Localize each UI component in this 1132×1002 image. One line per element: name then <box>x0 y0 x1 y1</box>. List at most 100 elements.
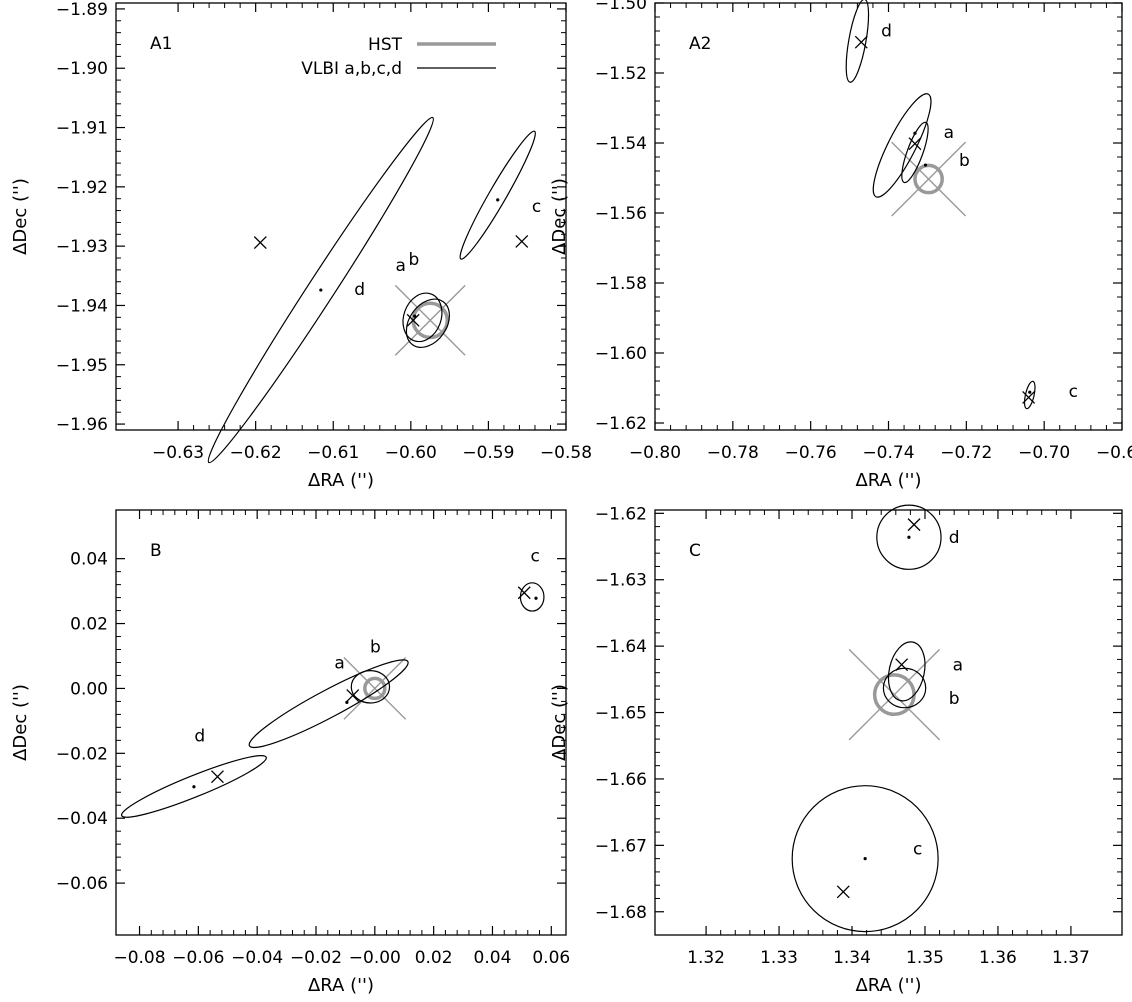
y-tick-label: −1.66 <box>595 770 647 790</box>
x-tick-label: 0.06 <box>532 948 570 968</box>
x-tick-label: −0.68 <box>1096 443 1132 463</box>
x-axis-label: ΔRA ('') <box>308 975 374 996</box>
y-tick-label: −1.54 <box>595 134 647 154</box>
y-axis-label: ΔDec ('') <box>549 178 570 255</box>
y-tick-label: −1.50 <box>595 0 647 14</box>
x-tick-label: −0.63 <box>152 443 204 463</box>
y-tick-label: −1.89 <box>56 0 108 20</box>
y-tick-label: −1.56 <box>595 204 647 224</box>
x-axis-label: ΔRA ('') <box>855 470 921 491</box>
component-label-c: c <box>530 546 539 566</box>
x-tick-label: −0.06 <box>172 948 224 968</box>
y-tick-label: −1.60 <box>595 344 647 364</box>
x-tick-label: 0.04 <box>474 948 512 968</box>
vlbi-ellipse <box>519 582 545 612</box>
component-label-a: a <box>396 256 406 276</box>
component-label-b: b <box>409 250 420 270</box>
y-tick-label: −1.64 <box>595 637 647 657</box>
vlbi-dot <box>319 288 323 292</box>
y-axis-label: ΔDec ('') <box>549 684 570 761</box>
x-tick-label: 1.36 <box>979 948 1017 968</box>
vlbi-ellipse <box>350 670 391 704</box>
vlbi-dot <box>345 700 349 704</box>
y-tick-label: −1.65 <box>595 704 647 724</box>
vlbi-cross <box>346 689 360 703</box>
vlbi-ellipse <box>120 755 267 818</box>
hst-circle <box>363 676 387 701</box>
x-tick-label: −0.61 <box>307 443 359 463</box>
x-tick-label: −0.04 <box>231 948 283 968</box>
component-label-a: a <box>944 123 954 143</box>
x-tick-label: −0.70 <box>1018 443 1070 463</box>
vlbi-cross <box>517 586 531 600</box>
hst-circle <box>913 163 944 195</box>
component-label-d: d <box>194 726 205 746</box>
x-tick-label: −0.60 <box>385 443 437 463</box>
vlbi-ellipse <box>876 504 942 570</box>
component-label-c: c <box>1069 382 1078 402</box>
x-tick-label: −0.02 <box>290 948 342 968</box>
x-tick-label: −0.59 <box>462 443 514 463</box>
legend-label: HST <box>368 35 403 55</box>
x-tick-label: 1.35 <box>906 948 944 968</box>
vlbi-cross <box>515 234 529 248</box>
vlbi-dot <box>923 163 928 167</box>
panel-label: B <box>150 541 162 561</box>
y-tick-label: −1.96 <box>56 415 108 435</box>
vlbi-ellipse <box>459 130 536 260</box>
plot-frame <box>115 2 567 431</box>
y-tick-label: −1.52 <box>595 64 647 84</box>
component-label-d: d <box>881 21 892 41</box>
x-tick-label: −0.76 <box>785 443 837 463</box>
component-label-a: a <box>334 653 344 673</box>
vlbi-cross <box>836 885 850 899</box>
plot-frame <box>115 509 567 936</box>
y-tick-label: −1.95 <box>56 356 108 376</box>
y-tick-label: −0.04 <box>56 809 108 829</box>
x-tick-label: −0.00 <box>349 948 401 968</box>
y-tick-label: −1.90 <box>56 59 108 79</box>
panel-a1: −0.63 −0.62 −0.61 −0.60 −0.59 −0.58 −1.96 −1.95… <box>10 0 592 491</box>
x-tick-label: 1.32 <box>687 948 725 968</box>
vlbi-ellipse <box>402 292 443 343</box>
y-tick-label: −1.62 <box>595 504 647 524</box>
y-axis-label: ΔDec ('') <box>10 684 31 761</box>
x-axis-label: ΔRA ('') <box>308 470 374 491</box>
x-tick-label: −0.78 <box>707 443 759 463</box>
x-tick-label: 1.34 <box>833 948 871 968</box>
x-tick-label: −0.58 <box>540 443 592 463</box>
y-tick-label: 0.04 <box>70 550 108 570</box>
panel-c: 1.32 1.33 1.34 1.35 1.36 1.37 −1.68 −1.67 −1.66 −… <box>549 504 1123 996</box>
y-tick-label: −1.93 <box>56 237 108 257</box>
vlbi-dot <box>863 857 867 861</box>
component-label-b: b <box>949 689 960 709</box>
component-label-b: b <box>370 637 381 657</box>
vlbi-cross <box>211 770 224 784</box>
vlbi-ellipse <box>901 121 929 184</box>
hst-cross <box>891 141 967 217</box>
y-tick-label: −1.63 <box>595 571 647 591</box>
x-axis-label: ΔRA ('') <box>855 975 921 996</box>
vlbi-ellipse <box>1023 380 1036 410</box>
y-tick-label: −1.94 <box>56 296 108 316</box>
y-tick-label: −1.62 <box>595 414 647 434</box>
vlbi-cross <box>1022 390 1036 404</box>
x-tick-label: 1.33 <box>760 948 798 968</box>
y-tick-label: −0.02 <box>56 744 108 764</box>
y-tick-label: −1.67 <box>595 836 647 856</box>
vlbi-dot <box>534 596 538 600</box>
y-tick-label: −1.58 <box>595 274 647 294</box>
vlbi-ellipse <box>872 93 932 198</box>
vlbi-ellipse <box>845 0 870 83</box>
x-tick-label: −0.74 <box>862 443 914 463</box>
x-tick-label: −0.80 <box>629 443 681 463</box>
y-tick-label: 0.02 <box>70 615 108 635</box>
panel-a2: −0.80 −0.78 −0.76 −0.74 −0.72 −0.70 −0.68 −1.62… <box>549 0 1132 491</box>
legend: HST VLBI a,b,c,d <box>301 35 496 79</box>
component-label-b: b <box>959 151 970 171</box>
x-tick-label: −0.08 <box>113 948 165 968</box>
vlbi-ellipse <box>207 116 434 464</box>
vlbi-dot <box>413 314 417 318</box>
y-tick-label: −1.92 <box>56 178 108 198</box>
y-tick-label: −1.91 <box>56 119 108 139</box>
